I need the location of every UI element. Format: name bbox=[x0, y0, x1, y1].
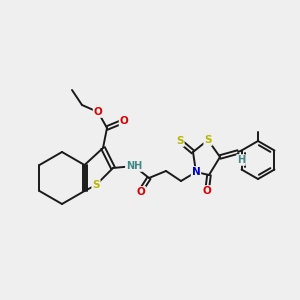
Text: O: O bbox=[120, 116, 128, 126]
Text: O: O bbox=[202, 186, 211, 196]
Text: O: O bbox=[94, 107, 102, 117]
Text: O: O bbox=[136, 187, 146, 197]
Text: H: H bbox=[237, 155, 245, 165]
Text: NH: NH bbox=[126, 161, 142, 171]
Text: S: S bbox=[92, 180, 100, 190]
Text: S: S bbox=[204, 135, 212, 145]
Text: N: N bbox=[192, 167, 200, 177]
Text: S: S bbox=[176, 136, 184, 146]
